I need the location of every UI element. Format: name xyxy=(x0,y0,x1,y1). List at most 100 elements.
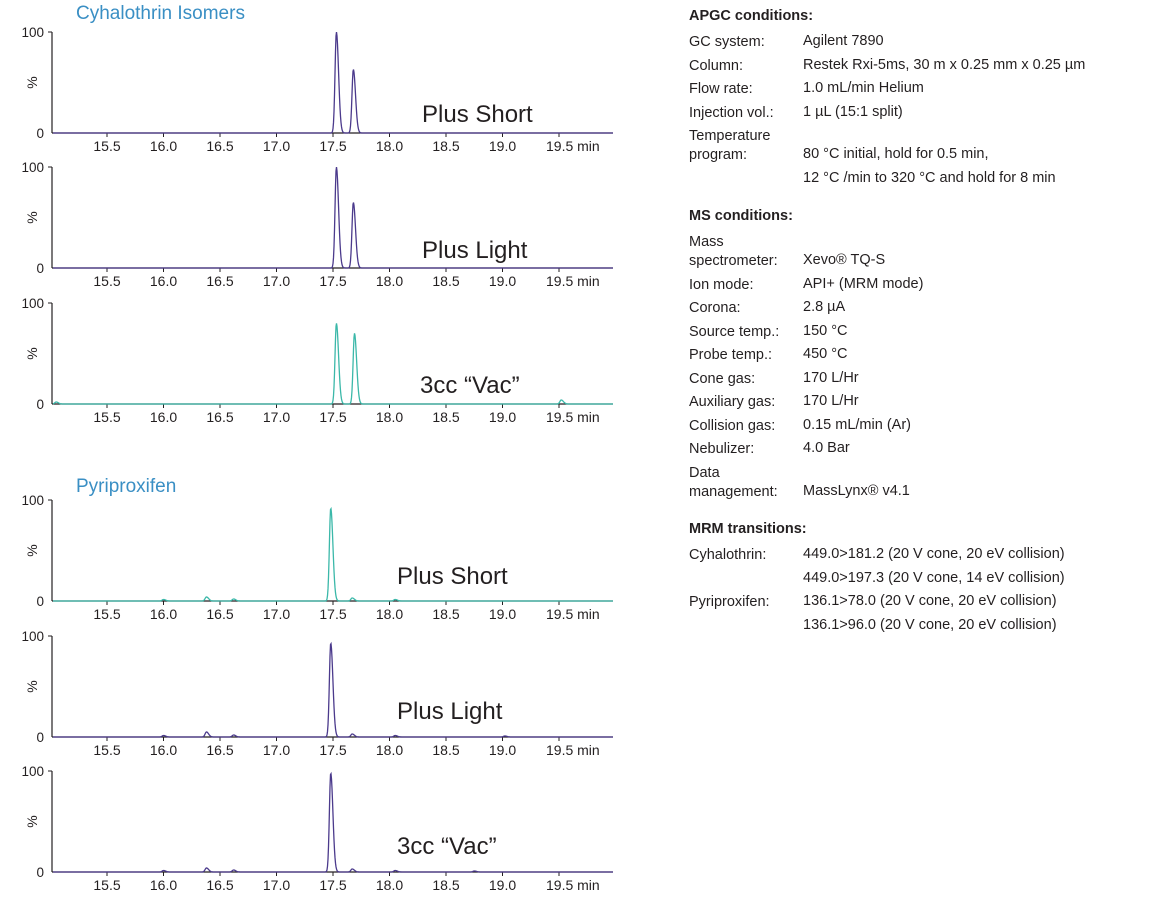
g1-panel0-xtick-label: 15.5 xyxy=(93,606,120,622)
ms-row-values: 170 L/Hr xyxy=(803,390,1159,414)
g0-panel0-xtick-label: 16.0 xyxy=(150,138,177,154)
ms-heading: MS conditions: xyxy=(689,208,793,224)
apgc-heading: APGC conditions: xyxy=(689,8,814,24)
mrm-row-value: 136.1>78.0 (20 V cone, 20 eV collision) xyxy=(803,593,1057,609)
ms-row: Probe temp.: 450 °C xyxy=(689,343,1159,367)
g0-panel2-xtick-label: 17.0 xyxy=(263,409,290,425)
g1-panel0-ylabel: % xyxy=(24,544,40,556)
g0-panel2-xtick-label: 18.5 xyxy=(432,409,459,425)
g1-panel2-ytick-0: 0 xyxy=(36,865,44,880)
g0-panel1-trace xyxy=(53,167,613,269)
g1-panel2-xtick-label: 15.5 xyxy=(93,877,120,893)
ms-row-value: MassLynx® v4.1 xyxy=(803,482,910,499)
ms-row-values: 0.15 mL/min (Ar) xyxy=(803,414,1159,438)
g0-panel0-series-label: Plus Short xyxy=(422,101,533,128)
g0-panel1-ylabel: % xyxy=(24,211,40,223)
g1-panel0-series-label: Plus Short xyxy=(397,563,508,590)
g1-panel1-xtick-label: 17.0 xyxy=(263,742,290,758)
g1-panel2-series-label: 3cc “Vac” xyxy=(397,833,497,860)
apgc-row-value: Agilent 7890 xyxy=(803,33,884,49)
g0-panel1-xtick-label: 16.5 xyxy=(206,273,233,289)
apgc-row-values: 1.0 mL/min Helium xyxy=(803,77,1159,101)
ms-row: Collision gas: 0.15 mL/min (Ar) xyxy=(689,414,1159,438)
ms-row-label: Probe temp.: xyxy=(689,347,773,363)
ms-row-value: 150 °C xyxy=(803,322,848,339)
apgc-row-label: Injection vol.: xyxy=(689,104,774,121)
g0-panel0-xtick-label: 17.5 xyxy=(319,138,346,154)
apgc-row-value: 80 °C initial, hold for 0.5 min, xyxy=(803,146,989,162)
ms-row-values: 170 L/Hr xyxy=(803,367,1159,391)
ms-row-values: 2.8 µA xyxy=(803,296,1159,320)
g0-panel2-xtick-label: 17.5 xyxy=(319,409,346,425)
g0-panel0-xtick-label: 15.5 xyxy=(93,138,120,154)
ms-row: Nebulizer: 4.0 Bar xyxy=(689,437,1159,461)
g0-panel2-series-label: 3cc “Vac” xyxy=(420,372,520,399)
g0-panel0-xtick-label: 19.5 min xyxy=(546,138,600,154)
mrm-row-value: 449.0>181.2 (20 V cone, 20 eV collision) xyxy=(803,546,1065,562)
ms-row-label: Source temp.: xyxy=(689,323,780,340)
g1-panel1-ytick-0: 0 xyxy=(36,730,44,745)
g0-panel1-series-label: Plus Light xyxy=(422,237,528,264)
g0-panel2-xtick-label: 16.0 xyxy=(150,409,177,425)
g1-panel0-xtick-label: 18.0 xyxy=(376,606,403,622)
g0-panel2-ylabel: % xyxy=(24,347,40,359)
ms-row-values: 450 °C xyxy=(803,343,1159,367)
ms-row-values: MassLynx® v4.1 xyxy=(803,461,1159,504)
g1-panel1-series-label: Plus Light xyxy=(397,698,503,725)
chromatogram-area: Cyhalothrin Isomers Pyriproxifen 100 0% 15… xyxy=(21,3,613,893)
g1-panel0-xtick-label: 17.5 xyxy=(319,606,346,622)
g1-panel1-trace xyxy=(53,641,613,738)
mrm-row: Pyriproxifen: 136.1>78.0 (20 V cone, 20 e… xyxy=(689,590,1159,637)
ms-row: Corona: 2.8 µA xyxy=(689,296,1159,320)
ms-row-values: 4.0 Bar xyxy=(803,437,1159,461)
g1-panel1-xtick-label: 18.0 xyxy=(376,742,403,758)
g1-panel0-trace xyxy=(53,506,613,602)
apgc-row-label: Column: xyxy=(689,57,743,74)
ms-row-value: 170 L/Hr xyxy=(803,369,859,386)
g1-panel2-ylabel: % xyxy=(24,815,40,827)
ms-row: Auxiliary gas: 170 L/Hr xyxy=(689,390,1159,414)
apgc-row-value: 12 °C /min to 320 °C and hold for 8 min xyxy=(803,169,1056,186)
mrm-row: Cyhalothrin: 449.0>181.2 (20 V cone, 20 e… xyxy=(689,543,1159,590)
apgc-row: Column: Restek Rxi-5ms, 30 m x 0.25 mm x … xyxy=(689,54,1159,78)
g0-panel2-xtick-label: 18.0 xyxy=(376,409,403,425)
g0-panel1-xtick-label: 17.0 xyxy=(263,273,290,289)
apgc-conditions: APGC conditions: GC system: Agilent 7890 C… xyxy=(689,8,1159,190)
g0-panel1-ytick-100: 100 xyxy=(21,160,44,175)
apgc-row-value: Restek Rxi-5ms, 30 m x 0.25 mm x 0.25 µm xyxy=(803,56,1086,73)
g1-panel1-xtick-label: 16.5 xyxy=(206,742,233,758)
ms-row-label: Corona: xyxy=(689,300,741,316)
g1-panel1-ytick-100: 100 xyxy=(21,629,44,644)
g1-panel0-xtick-label: 16.5 xyxy=(206,606,233,622)
ms-row-label: Collision gas: xyxy=(689,417,776,434)
apgc-row-label: Flow rate: xyxy=(689,81,753,97)
ms-row-value: 4.0 Bar xyxy=(803,440,850,456)
g0-panel1-xtick-label: 18.5 xyxy=(432,273,459,289)
ms-row-value: 450 °C xyxy=(803,346,848,362)
g1-panel2-xtick-label: 18.0 xyxy=(376,877,403,893)
g1-panel0-xtick-label: 16.0 xyxy=(150,606,177,622)
ms-row: Data management: MassLynx® v4.1 xyxy=(689,461,1159,504)
g0-panel0-trace xyxy=(53,32,613,134)
g0-panel0-ytick-100: 100 xyxy=(21,25,44,40)
g1-panel1-ylabel: % xyxy=(24,680,40,692)
apgc-row: Temperature program: 80 °C initial, hold … xyxy=(689,124,1159,190)
apgc-row-value: 1.0 mL/min Helium xyxy=(803,80,924,96)
mrm-row-value: 136.1>96.0 (20 V cone, 20 eV collision) xyxy=(803,616,1057,633)
apgc-row-label: GC system: xyxy=(689,34,765,50)
g0-panel0-ytick-0: 0 xyxy=(36,126,44,141)
g1-panel2-trace xyxy=(53,771,613,873)
ms-row: Ion mode: API+ (MRM mode) xyxy=(689,273,1159,297)
ms-row-label: Auxiliary gas: xyxy=(689,394,776,410)
g0-panel2-trace xyxy=(52,323,613,405)
g1-panel1-xtick-label: 18.5 xyxy=(432,742,459,758)
ms-row-value: 2.8 µA xyxy=(803,299,846,315)
mrm-transitions: MRM transitions: Cyhalothrin: 449.0>181.2… xyxy=(689,521,1159,637)
ms-row-values: API+ (MRM mode) xyxy=(803,273,1159,297)
g0-panel2-xtick-label: 15.5 xyxy=(93,409,120,425)
ms-row: Cone gas: 170 L/Hr xyxy=(689,367,1159,391)
mrm-row-values: 449.0>181.2 (20 V cone, 20 eV collision)… xyxy=(803,543,1159,590)
g0-panel2-xtick-label: 16.5 xyxy=(206,409,233,425)
ms-row-value: API+ (MRM mode) xyxy=(803,275,924,292)
ms-row-label: Data management: xyxy=(689,464,778,500)
